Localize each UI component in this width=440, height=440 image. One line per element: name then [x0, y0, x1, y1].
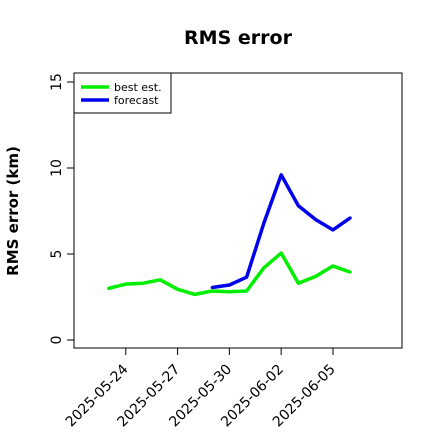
legend: best est.forecast: [73, 72, 172, 114]
data-point-best-est-3: [158, 278, 162, 282]
data-point-best-est-9: [262, 266, 266, 270]
data-point-forecast-8: [348, 216, 352, 220]
data-point-forecast-4: [279, 173, 283, 177]
y-tick-label-2: 10: [49, 159, 65, 177]
data-point-best-est-10: [279, 251, 283, 255]
y-tick-label-0: 0: [49, 336, 65, 345]
plot-frame: [73, 72, 403, 349]
data-point-best-est-6: [210, 289, 214, 293]
series-line-forecast: [211, 173, 352, 290]
x-axis: 2025-05-242025-05-272025-05-302025-06-02…: [63, 348, 339, 430]
data-point-best-est-12: [314, 274, 318, 278]
chart-title: RMS error: [184, 27, 293, 49]
legend-label-forecast: forecast: [114, 94, 159, 107]
data-point-forecast-2: [245, 275, 249, 279]
y-axis-label: RMS error (km): [4, 146, 22, 276]
data-point-best-est-8: [245, 289, 249, 293]
y-axis: 0 5 10 15: [49, 73, 74, 344]
data-point-forecast-6: [314, 218, 318, 222]
y-tick-label-1: 5: [49, 250, 65, 259]
data-point-forecast-5: [296, 204, 300, 208]
y-tick-label-3: 15: [49, 73, 65, 91]
data-point-best-est-7: [227, 290, 231, 294]
series-layer: [107, 173, 352, 297]
data-point-forecast-3: [262, 221, 266, 225]
data-point-best-est-5: [193, 292, 197, 296]
data-point-best-est-14: [348, 270, 352, 274]
data-point-forecast-1: [227, 283, 231, 287]
data-point-forecast-7: [331, 228, 335, 232]
data-point-forecast-0: [210, 286, 214, 290]
data-point-best-est-4: [176, 287, 180, 291]
data-point-best-est-11: [296, 281, 300, 285]
legend-label-best-est: best est.: [114, 81, 162, 94]
legend-box: [73, 72, 172, 114]
data-point-best-est-13: [331, 264, 335, 268]
data-point-best-est-1: [124, 282, 128, 286]
series-line-best-est: [108, 251, 351, 297]
data-point-best-est-0: [107, 286, 111, 290]
data-point-best-est-2: [141, 281, 145, 285]
